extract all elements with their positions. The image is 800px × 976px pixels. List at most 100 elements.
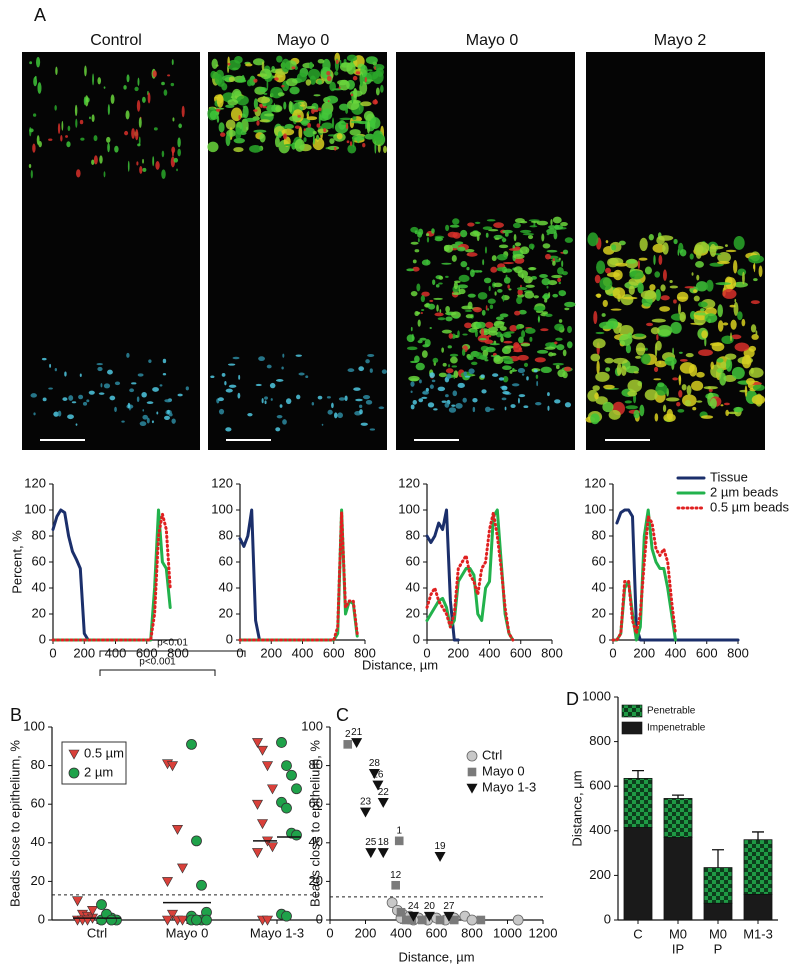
signal: [139, 165, 143, 174]
signal: [722, 288, 737, 299]
signal: [533, 369, 538, 373]
signal: [542, 294, 550, 300]
signal: [369, 117, 381, 129]
point: [166, 909, 179, 920]
signal: [561, 271, 568, 276]
signal: [225, 427, 232, 432]
signal: [367, 69, 373, 72]
signal: [552, 362, 564, 366]
signal: [625, 405, 638, 410]
x-tick-label: 400: [292, 645, 314, 660]
signal: [499, 313, 509, 318]
signal: [482, 259, 485, 266]
signal: [124, 130, 129, 136]
signal: [426, 236, 430, 243]
signal: [619, 333, 633, 346]
signal: [305, 375, 309, 379]
y-tick-label: 20: [32, 605, 46, 620]
bracket: [99, 650, 246, 657]
signal: [520, 343, 531, 347]
signal: [345, 108, 349, 114]
signal: [261, 61, 265, 71]
signal: [501, 385, 508, 391]
point: [286, 769, 297, 781]
signal: [715, 282, 731, 286]
signal: [542, 243, 551, 249]
signal: [339, 62, 353, 72]
signal: [656, 334, 659, 341]
signal: [529, 336, 533, 342]
point: [377, 797, 389, 808]
signal: [96, 363, 104, 366]
signal: [725, 249, 737, 253]
signal: [312, 137, 325, 151]
signal: [220, 132, 226, 137]
signal: [38, 140, 42, 148]
signal: [657, 382, 665, 388]
signal: [741, 318, 746, 327]
signal: [366, 120, 371, 134]
y-tick-label: 100: [301, 718, 323, 733]
micrograph-signal: [28, 52, 766, 432]
x-tick-label: 0: [423, 645, 430, 660]
signal: [470, 361, 478, 366]
signal: [350, 93, 354, 97]
signal: [432, 279, 436, 286]
signal: [114, 381, 121, 386]
signal: [523, 362, 529, 368]
signal: [234, 56, 243, 64]
panel-label: D: [566, 689, 579, 709]
signal: [349, 129, 361, 136]
signal: [542, 311, 548, 315]
signal: [552, 260, 556, 266]
signal: [323, 127, 327, 133]
signal: [253, 78, 258, 83]
signal: [136, 100, 141, 112]
signal: [68, 395, 74, 401]
signal: [509, 324, 518, 332]
signal: [514, 242, 522, 247]
point: [251, 799, 264, 810]
x-tick-label: 600: [136, 645, 158, 660]
signal: [433, 297, 443, 300]
signal: [417, 237, 420, 243]
signal: [137, 77, 140, 86]
x-tick-label: 800: [541, 645, 563, 660]
signal: [679, 359, 688, 362]
signal: [733, 406, 744, 413]
signal: [296, 72, 307, 83]
signal: [445, 316, 453, 322]
signal: [725, 358, 733, 372]
signal: [316, 137, 320, 140]
signal: [253, 98, 258, 110]
point: [391, 880, 400, 890]
signal: [362, 142, 366, 148]
signal: [493, 356, 504, 365]
signal: [161, 169, 166, 180]
signal: [321, 108, 333, 121]
signal: [453, 316, 459, 319]
signal: [350, 120, 363, 124]
signal: [646, 322, 654, 327]
signal: [544, 298, 548, 303]
point: [396, 907, 406, 917]
y-tick-label: 100: [211, 501, 233, 516]
signal: [556, 344, 565, 351]
point-label: 24: [408, 901, 420, 912]
signal: [453, 370, 459, 378]
signal: [501, 397, 507, 401]
signal: [408, 375, 420, 382]
signal: [352, 116, 357, 121]
x-tick-label: 200: [73, 645, 95, 660]
signal: [91, 114, 95, 122]
signal: [510, 404, 516, 409]
point: [196, 879, 207, 891]
signal: [475, 321, 487, 329]
signal: [700, 415, 714, 419]
signal: [360, 101, 372, 107]
signal: [448, 407, 457, 413]
point: [256, 745, 269, 756]
signal: [92, 73, 94, 86]
point: [201, 914, 212, 926]
signal: [297, 115, 301, 118]
